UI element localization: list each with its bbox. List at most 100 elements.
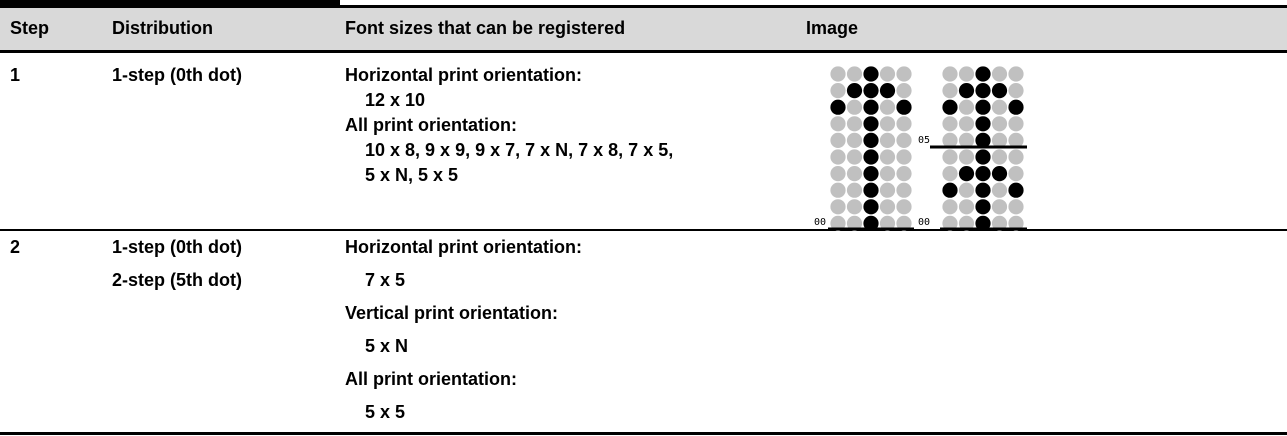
dot: [942, 215, 958, 231]
dot: [830, 149, 846, 165]
dot: [896, 199, 912, 215]
dot-label: 00: [814, 217, 826, 228]
dot: [879, 166, 896, 182]
dot: [1008, 166, 1024, 182]
dot: [830, 116, 846, 132]
dot: [942, 99, 958, 115]
font-size: 12 x 10: [365, 90, 426, 110]
step-cell: 1: [10, 65, 21, 85]
dot: [942, 83, 958, 99]
dot: [863, 132, 879, 148]
dot: [958, 66, 975, 82]
dot: [879, 149, 896, 165]
dot: [846, 166, 863, 182]
dot: [958, 83, 975, 99]
dot: [879, 182, 896, 198]
dot: [991, 116, 1008, 132]
dot: [896, 149, 912, 165]
dot: [879, 66, 896, 82]
dot: [846, 199, 863, 215]
dot: [846, 215, 863, 231]
dot: [942, 66, 958, 82]
dot: [942, 182, 958, 198]
dot: [942, 166, 958, 182]
dot: [1008, 83, 1024, 99]
dot: [1008, 66, 1024, 82]
dot: [975, 132, 991, 148]
dot: [991, 83, 1008, 99]
dot-label: 00: [918, 217, 930, 228]
dot: [830, 182, 846, 198]
dot: [975, 182, 991, 198]
dot: [958, 215, 975, 231]
header-cell: Image: [806, 18, 859, 38]
dot: [863, 99, 879, 115]
distribution-cell: 2-step (5th dot): [112, 270, 242, 290]
font-heading: All print orientation:: [345, 115, 517, 135]
dot: [1008, 132, 1024, 148]
top-rule: [0, 5, 1287, 8]
dot: [896, 166, 912, 182]
dot: [846, 182, 863, 198]
dot: [958, 199, 975, 215]
distribution-cell: 1-step (0th dot): [112, 65, 242, 85]
dot: [975, 116, 991, 132]
dot: [958, 166, 975, 182]
bottom-rule: [0, 432, 1287, 435]
dot: [991, 66, 1008, 82]
dot: [879, 83, 896, 99]
dot: [958, 132, 975, 148]
dot: [846, 66, 863, 82]
font-heading: Vertical print orientation:: [345, 303, 559, 323]
font-size: 5 x 5: [365, 402, 406, 422]
dot: [879, 99, 896, 115]
dot: [863, 66, 879, 82]
dot: [846, 132, 863, 148]
font-size: 7 x 5: [365, 270, 406, 290]
dot: [991, 182, 1008, 198]
dot: [991, 166, 1008, 182]
dot: [975, 199, 991, 215]
header-rule: [0, 50, 1287, 53]
dot: [896, 215, 912, 231]
dot: [991, 99, 1008, 115]
dot: [879, 132, 896, 148]
dot: [1008, 182, 1024, 198]
dot: [975, 99, 991, 115]
dot: [879, 215, 896, 231]
font-heading: Horizontal print orientation:: [345, 65, 582, 85]
distribution-cell: 1-step (0th dot): [112, 237, 242, 257]
dot: [975, 149, 991, 165]
dot: [991, 149, 1008, 165]
dot: [896, 132, 912, 148]
dot: [863, 166, 879, 182]
dot: [830, 83, 846, 99]
font-heading: All print orientation:: [345, 369, 517, 389]
dot: [830, 166, 846, 182]
dot: [975, 166, 991, 182]
dot: [1008, 99, 1024, 115]
dot: [879, 199, 896, 215]
dot: [846, 116, 863, 132]
dot: [1008, 149, 1024, 165]
dot: [958, 182, 975, 198]
dot: [958, 149, 975, 165]
dot: [958, 99, 975, 115]
dot: [830, 66, 846, 82]
dot: [863, 182, 879, 198]
dot: [942, 116, 958, 132]
dot: [942, 132, 958, 148]
top-bar: [0, 0, 340, 6]
dot: [896, 99, 912, 115]
dot: [830, 215, 846, 231]
header-cell: Font sizes that can be registered: [345, 18, 626, 38]
header-cell: Step: [10, 18, 50, 38]
dot: [846, 99, 863, 115]
row-rule: [0, 229, 1287, 231]
dot: [846, 83, 863, 99]
dot: [975, 215, 991, 231]
dot: [1008, 116, 1024, 132]
dot: [1008, 215, 1024, 231]
